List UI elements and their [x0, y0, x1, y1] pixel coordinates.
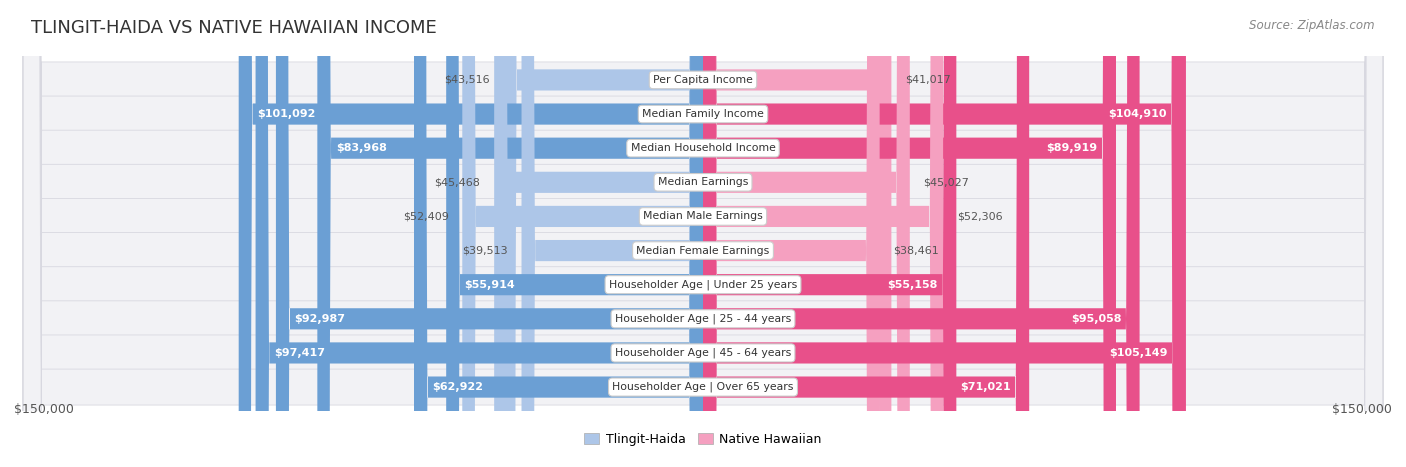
Text: $55,158: $55,158 — [887, 280, 938, 290]
FancyBboxPatch shape — [522, 0, 703, 467]
Text: $97,417: $97,417 — [274, 348, 325, 358]
Text: Householder Age | 45 - 64 years: Householder Age | 45 - 64 years — [614, 348, 792, 358]
Text: $104,910: $104,910 — [1108, 109, 1167, 119]
FancyBboxPatch shape — [24, 0, 1382, 467]
FancyBboxPatch shape — [24, 0, 1382, 467]
Text: $105,149: $105,149 — [1109, 348, 1167, 358]
Text: $52,409: $52,409 — [402, 212, 449, 221]
FancyBboxPatch shape — [463, 0, 703, 467]
FancyBboxPatch shape — [24, 0, 1382, 467]
FancyBboxPatch shape — [703, 0, 1140, 467]
FancyBboxPatch shape — [703, 0, 880, 467]
FancyBboxPatch shape — [239, 0, 703, 467]
FancyBboxPatch shape — [24, 0, 1382, 467]
FancyBboxPatch shape — [413, 0, 703, 467]
Text: $43,516: $43,516 — [444, 75, 489, 85]
FancyBboxPatch shape — [24, 0, 1382, 467]
Text: $62,922: $62,922 — [433, 382, 484, 392]
Text: $38,461: $38,461 — [893, 246, 939, 255]
Text: $45,468: $45,468 — [434, 177, 481, 187]
FancyBboxPatch shape — [703, 0, 910, 467]
Text: $71,021: $71,021 — [960, 382, 1011, 392]
Text: $150,000: $150,000 — [1331, 403, 1392, 416]
FancyBboxPatch shape — [503, 0, 703, 467]
Text: $39,513: $39,513 — [463, 246, 508, 255]
FancyBboxPatch shape — [24, 0, 1382, 467]
Text: $101,092: $101,092 — [257, 109, 315, 119]
Text: $89,919: $89,919 — [1046, 143, 1098, 153]
FancyBboxPatch shape — [256, 0, 703, 467]
Text: $45,027: $45,027 — [924, 177, 970, 187]
FancyBboxPatch shape — [703, 0, 1029, 467]
Text: $41,017: $41,017 — [905, 75, 950, 85]
Text: $150,000: $150,000 — [14, 403, 75, 416]
Text: $52,306: $52,306 — [957, 212, 1002, 221]
FancyBboxPatch shape — [446, 0, 703, 467]
Text: Householder Age | Under 25 years: Householder Age | Under 25 years — [609, 279, 797, 290]
FancyBboxPatch shape — [703, 0, 956, 467]
FancyBboxPatch shape — [703, 0, 891, 467]
FancyBboxPatch shape — [703, 0, 1185, 467]
FancyBboxPatch shape — [24, 0, 1382, 467]
FancyBboxPatch shape — [703, 0, 1116, 467]
Legend: Tlingit-Haida, Native Hawaiian: Tlingit-Haida, Native Hawaiian — [579, 428, 827, 451]
FancyBboxPatch shape — [24, 0, 1382, 467]
Text: Householder Age | Over 65 years: Householder Age | Over 65 years — [612, 382, 794, 392]
FancyBboxPatch shape — [703, 0, 943, 467]
Text: $83,968: $83,968 — [336, 143, 387, 153]
Text: Source: ZipAtlas.com: Source: ZipAtlas.com — [1250, 19, 1375, 32]
Text: Median Household Income: Median Household Income — [630, 143, 776, 153]
FancyBboxPatch shape — [276, 0, 703, 467]
Text: Median Earnings: Median Earnings — [658, 177, 748, 187]
Text: Median Family Income: Median Family Income — [643, 109, 763, 119]
Text: $95,058: $95,058 — [1071, 314, 1121, 324]
Text: $55,914: $55,914 — [464, 280, 516, 290]
Text: TLINGIT-HAIDA VS NATIVE HAWAIIAN INCOME: TLINGIT-HAIDA VS NATIVE HAWAIIAN INCOME — [31, 19, 437, 37]
Text: Householder Age | 25 - 44 years: Householder Age | 25 - 44 years — [614, 313, 792, 324]
Text: Median Female Earnings: Median Female Earnings — [637, 246, 769, 255]
Text: Median Male Earnings: Median Male Earnings — [643, 212, 763, 221]
FancyBboxPatch shape — [703, 0, 1185, 467]
Text: Per Capita Income: Per Capita Income — [652, 75, 754, 85]
FancyBboxPatch shape — [318, 0, 703, 467]
FancyBboxPatch shape — [24, 0, 1382, 467]
FancyBboxPatch shape — [24, 0, 1382, 467]
FancyBboxPatch shape — [494, 0, 703, 467]
Text: $92,987: $92,987 — [294, 314, 346, 324]
